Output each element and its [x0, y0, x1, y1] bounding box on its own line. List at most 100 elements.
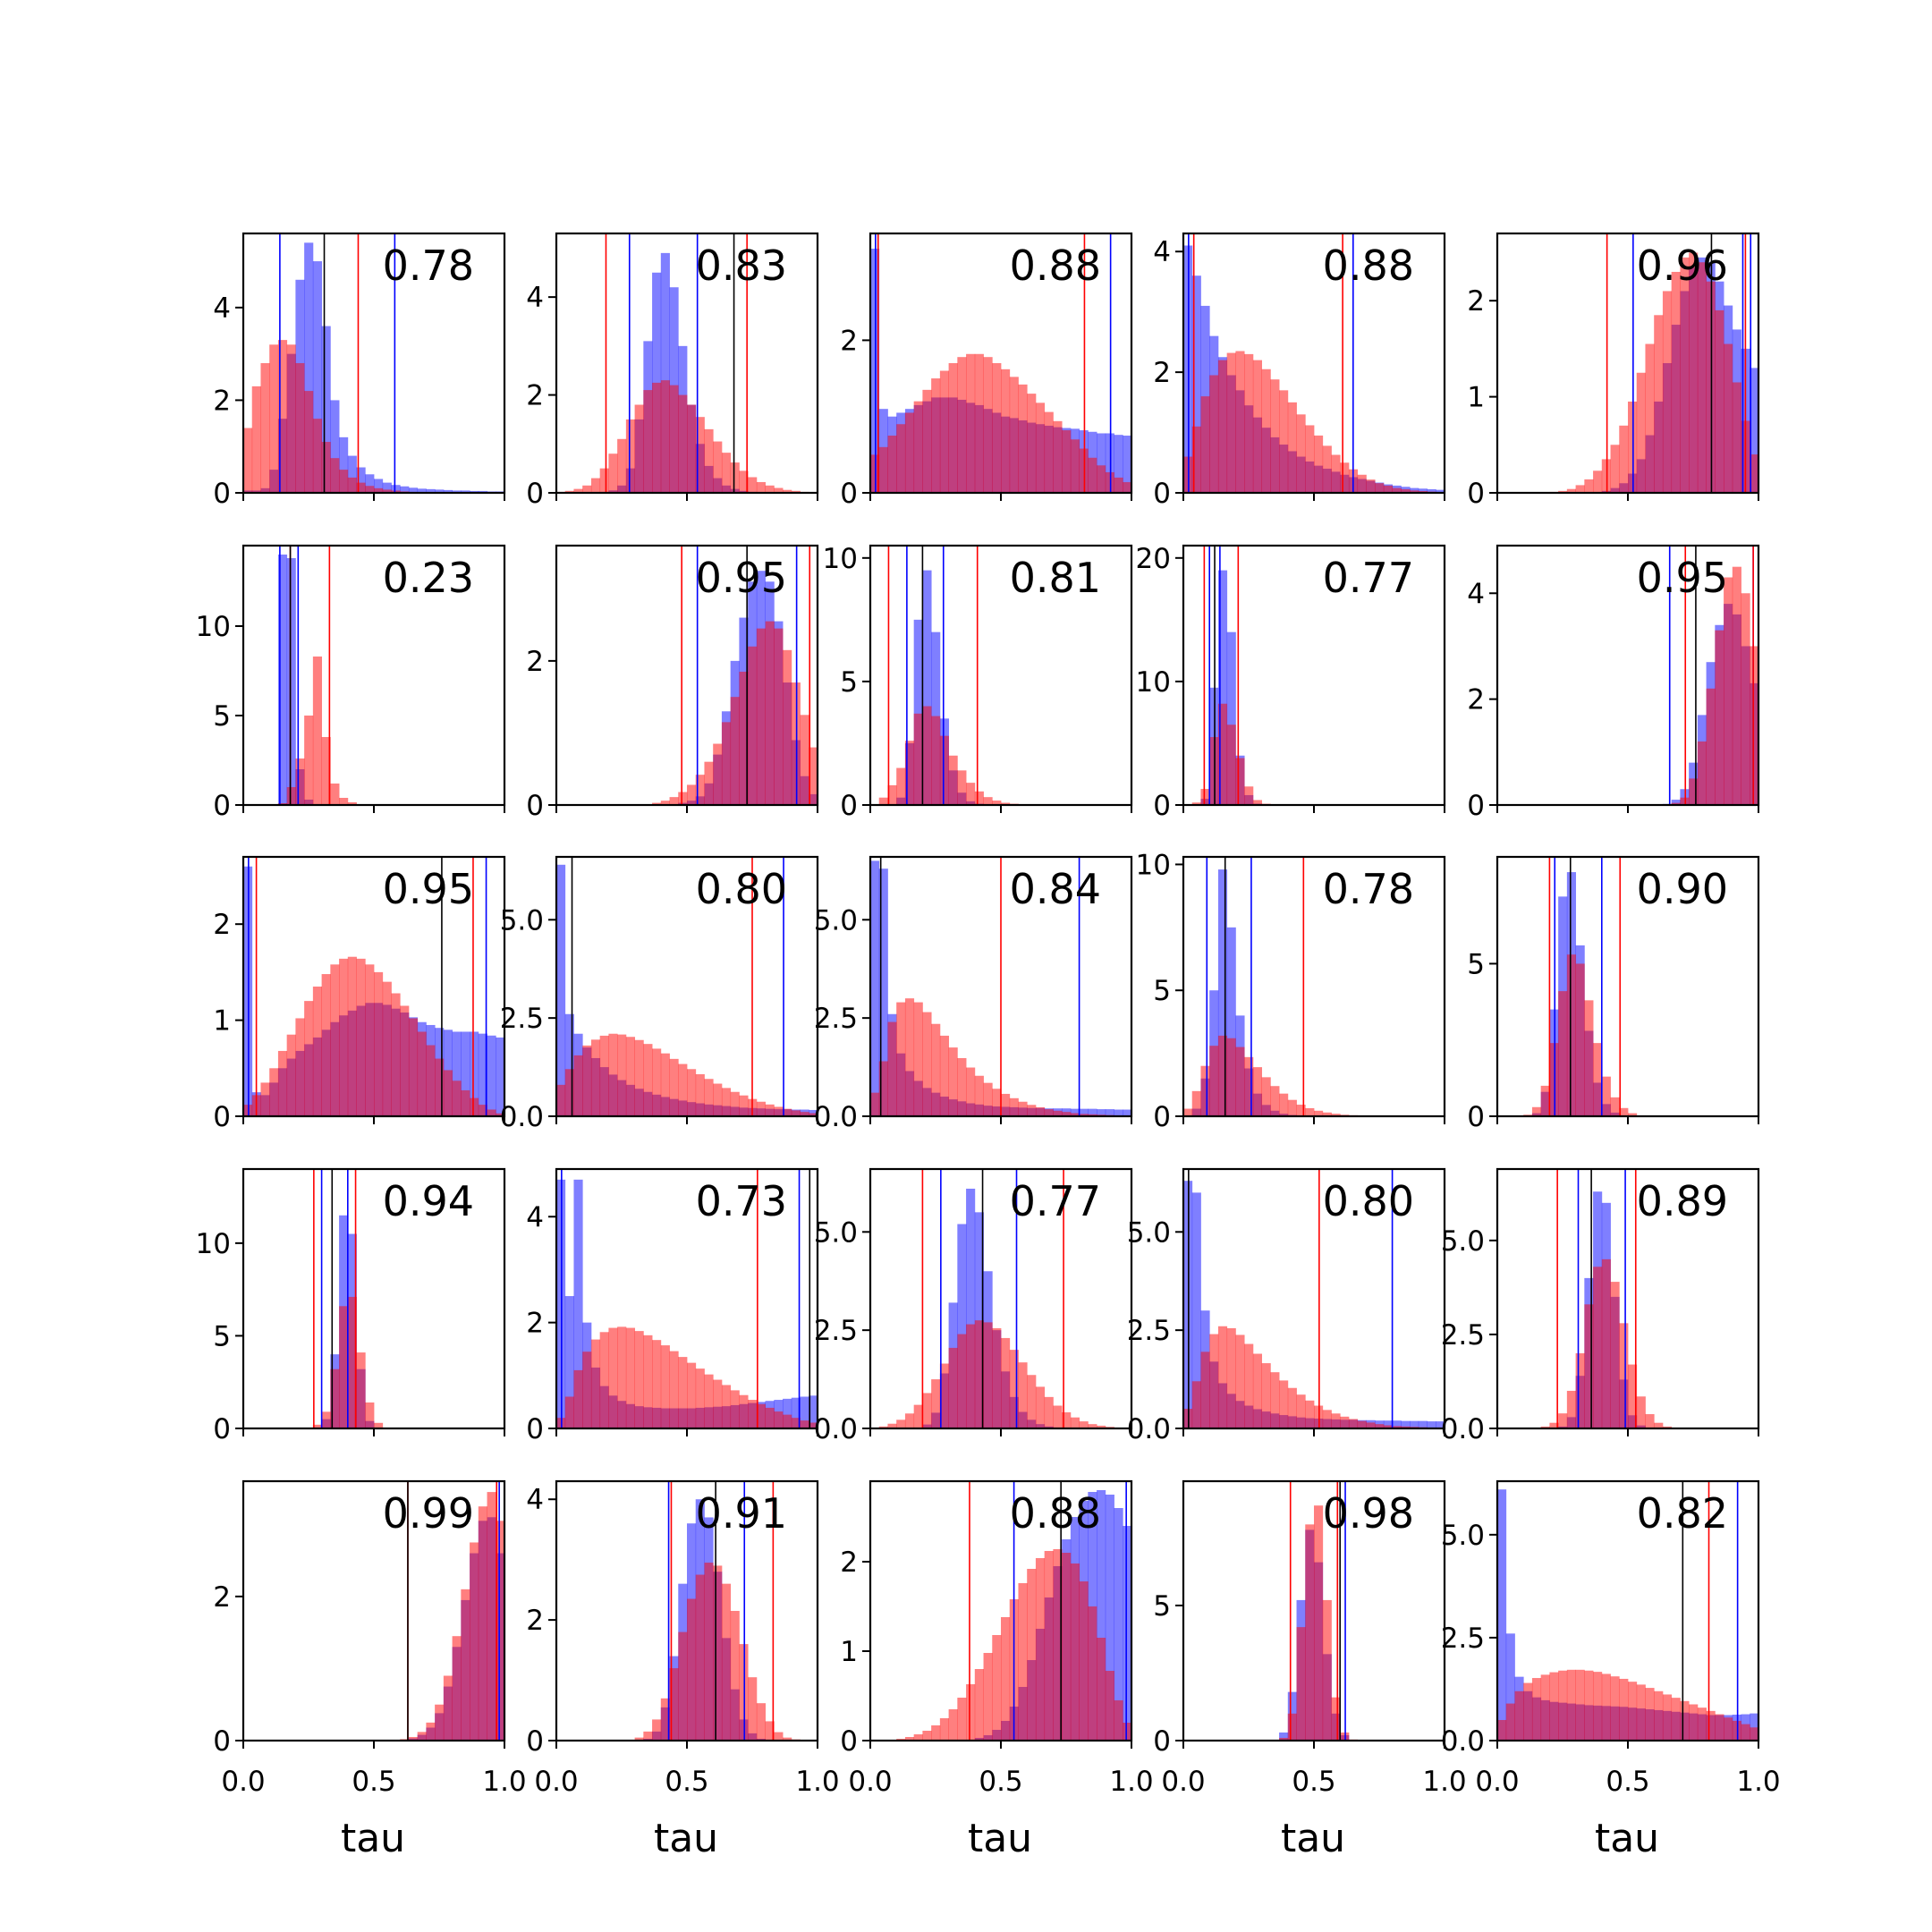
red-bar — [1244, 1056, 1254, 1116]
red-bar — [748, 1400, 758, 1428]
red-bar — [992, 363, 1002, 493]
correlation-annotation: 0.73 — [696, 1177, 787, 1225]
red-bar — [1662, 1694, 1673, 1741]
red-bar — [783, 1737, 792, 1741]
red-bar — [922, 1393, 932, 1428]
red-bar — [590, 1339, 601, 1428]
red-bar — [1009, 1350, 1019, 1428]
red-bar — [564, 1396, 574, 1428]
red-bar — [1331, 454, 1341, 493]
red-bar — [966, 1067, 976, 1116]
red-bar — [1331, 1114, 1341, 1116]
x-tick-label: 0.0 — [1161, 1766, 1205, 1798]
red-bar — [1497, 1719, 1507, 1741]
y-tick-label: 4 — [213, 292, 231, 325]
red-bar — [452, 1080, 462, 1116]
red-bar — [277, 1050, 288, 1116]
blue-bar — [1497, 1489, 1507, 1741]
correlation-annotation: 0.81 — [1010, 554, 1101, 602]
red-bar — [1226, 724, 1236, 805]
red-bar — [1226, 352, 1236, 493]
y-tick-label: 0 — [840, 1725, 858, 1758]
red-bar — [678, 1357, 688, 1428]
panel-5-5: 0.0 2.5 5.0 0.0 0.5 1.0 0.82 — [1441, 1479, 1781, 1798]
blue-bar — [809, 1395, 818, 1428]
y-tick-label: 2 — [1467, 285, 1485, 318]
x-tick-label: 1.0 — [482, 1766, 526, 1798]
red-bar — [739, 470, 749, 493]
red-bar — [634, 1331, 644, 1428]
blue-bar — [1392, 1420, 1402, 1428]
red-bar — [765, 1407, 775, 1428]
correlation-annotation: 0.89 — [1637, 1177, 1728, 1225]
blue-bar — [487, 1035, 496, 1116]
red-bar — [356, 482, 366, 493]
y-tick-label: 1 — [1467, 382, 1485, 414]
red-bar — [1375, 483, 1385, 493]
red-bar — [1062, 1411, 1072, 1428]
plot-area — [1183, 1169, 1445, 1428]
y-tick-label: 0 — [526, 1725, 544, 1758]
red-bar — [687, 404, 697, 493]
y-tick-label: 2.5 — [814, 1315, 858, 1347]
plot-area — [243, 857, 504, 1116]
panel-3-1: 0 1 2 0.95 — [213, 855, 506, 1133]
red-bar — [1566, 1390, 1576, 1428]
plot-area — [556, 857, 818, 1116]
red-bar — [1009, 377, 1019, 493]
red-bar — [1610, 445, 1620, 493]
panel-5-3: 0 1 2 0.0 0.5 1.0 0.88 — [840, 1479, 1154, 1798]
red-bar — [286, 1034, 296, 1116]
red-bar — [983, 1082, 993, 1116]
y-tick-label: 10 — [196, 1228, 231, 1260]
red-bar — [374, 487, 384, 493]
red-bar — [1732, 382, 1741, 493]
red-bar — [1200, 396, 1210, 493]
red-bar — [1235, 758, 1245, 805]
y-tick-label: 2.5 — [1127, 1315, 1171, 1347]
y-tick-label: 4 — [1153, 236, 1171, 268]
red-bar — [1750, 1727, 1758, 1741]
red-bar — [573, 1369, 583, 1428]
y-tick-label: 2 — [526, 380, 544, 412]
red-bar — [669, 1668, 679, 1741]
red-bar — [1628, 1682, 1638, 1741]
red-bar — [1261, 369, 1271, 493]
correlation-annotation: 0.88 — [1010, 242, 1101, 290]
x-tick-label: 0.5 — [1606, 1766, 1649, 1798]
panel-2-2: 020.95 — [526, 544, 819, 822]
y-tick-label: 10 — [1136, 666, 1171, 699]
red-bar — [295, 363, 305, 493]
correlation-annotation: 0.77 — [1010, 1177, 1101, 1225]
correlation-annotation: 0.90 — [1637, 865, 1728, 913]
red-bar — [774, 628, 784, 805]
red-bar — [1558, 1413, 1568, 1428]
blue-bar — [408, 487, 419, 493]
y-tick-label: 2 — [526, 1308, 544, 1340]
blue-bar — [1436, 489, 1445, 493]
red-bar — [1035, 402, 1046, 493]
red-bar — [1114, 477, 1123, 493]
red-bar — [1575, 1352, 1585, 1428]
red-bar — [1235, 1046, 1245, 1116]
red-bar — [791, 1110, 801, 1116]
red-bar — [1610, 1676, 1620, 1741]
red-bar — [339, 1306, 349, 1428]
blue-bar — [1088, 1108, 1097, 1116]
red-bar — [1619, 1323, 1629, 1428]
blue-bar — [1191, 275, 1201, 493]
red-bar — [426, 1045, 436, 1116]
red-bar — [931, 378, 941, 493]
red-bar — [382, 489, 392, 493]
red-bar — [695, 775, 705, 805]
correlation-annotation: 0.95 — [1637, 554, 1728, 602]
red-bar — [1523, 1682, 1533, 1741]
red-bar — [1079, 1581, 1089, 1741]
y-tick-label: 0.0 — [1441, 1413, 1485, 1445]
red-bar — [643, 390, 653, 493]
red-bar — [721, 1088, 732, 1116]
red-bar — [435, 1704, 445, 1741]
red-bar — [1252, 800, 1262, 805]
correlation-annotation: 0.96 — [1637, 242, 1728, 290]
